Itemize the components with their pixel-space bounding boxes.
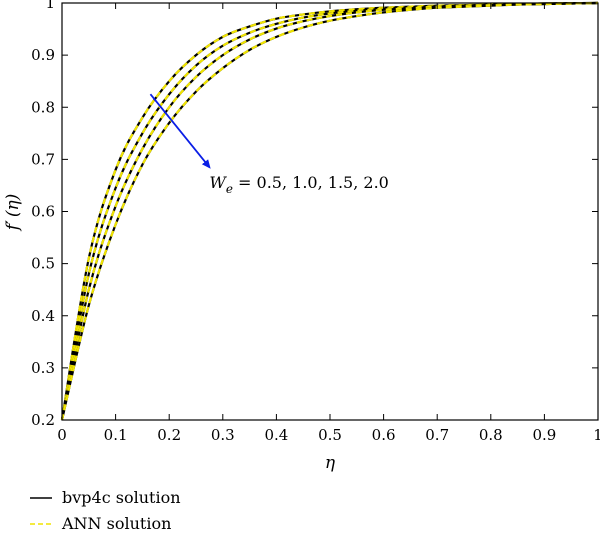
y-tick-label-5: 0.7 — [31, 150, 55, 168]
x-tick-label-5: 0.5 — [318, 426, 342, 444]
series-line-bvp4c-2 — [60, 1, 599, 421]
x-axis-title: η — [325, 453, 336, 473]
x-tick-label-8: 0.8 — [479, 426, 503, 444]
annotation-arrow — [149, 93, 211, 169]
annotation-subscript: e — [226, 182, 233, 196]
annotation-label: We = 0.5, 1.0, 1.5, 2.0 — [209, 173, 388, 196]
x-tick-label-6: 0.6 — [372, 426, 396, 444]
y-tick-label-6: 0.8 — [31, 98, 55, 116]
x-tick-label-1: 0.1 — [104, 426, 128, 444]
x-tick-label-4: 0.4 — [264, 426, 288, 444]
series-line-bvp4c-3 — [60, 1, 599, 421]
y-tick-label-3: 0.5 — [31, 255, 55, 273]
x-tick-label-10: 1 — [593, 426, 600, 444]
annotation-symbol: W — [209, 173, 227, 192]
y-tick-label-1: 0.3 — [31, 359, 55, 377]
y-axis-title-main: f′ — [3, 220, 23, 232]
x-tick-label-7: 0.7 — [425, 426, 449, 444]
y-axis-title: f′ (η) — [3, 194, 23, 233]
series-layer — [60, 1, 599, 421]
y-tick-label-0: 0.2 — [31, 411, 55, 429]
series-line-ann-0 — [60, 1, 599, 421]
plot-frame — [61, 2, 599, 421]
y-axis-title-arg: (η) — [3, 194, 23, 217]
series-line-ann-3 — [60, 1, 599, 421]
legend: bvp4c solution ANN solution — [30, 488, 181, 533]
x-tick-label-2: 0.2 — [157, 426, 181, 444]
series-line-bvp4c-1 — [60, 1, 599, 421]
annotation-group: We = 0.5, 1.0, 1.5, 2.0 — [149, 93, 389, 196]
y-tick-label-4: 0.6 — [31, 203, 55, 221]
series-line-ann-1 — [60, 1, 599, 421]
series-line-ann-2 — [60, 1, 599, 421]
x-tick-label-0: 0 — [57, 426, 67, 444]
annotation-values: = 0.5, 1.0, 1.5, 2.0 — [233, 173, 389, 192]
y-tick-label-8: 1 — [45, 0, 55, 12]
y-tick-label-7: 0.9 — [31, 46, 55, 64]
legend-label-bvp4c: bvp4c solution — [62, 488, 181, 507]
x-tick-label-9: 0.9 — [532, 426, 556, 444]
series-line-bvp4c-0 — [60, 1, 599, 421]
x-tick-label-3: 0.3 — [211, 426, 235, 444]
legend-label-ann: ANN solution — [61, 514, 171, 533]
y-tick-label-2: 0.4 — [31, 307, 55, 325]
tick-layer: 0 0.1 0.2 0.3 0.4 0.5 0.6 0.7 0.8 0.9 1 0.2 0.3 0.4 0.… — [31, 0, 600, 444]
